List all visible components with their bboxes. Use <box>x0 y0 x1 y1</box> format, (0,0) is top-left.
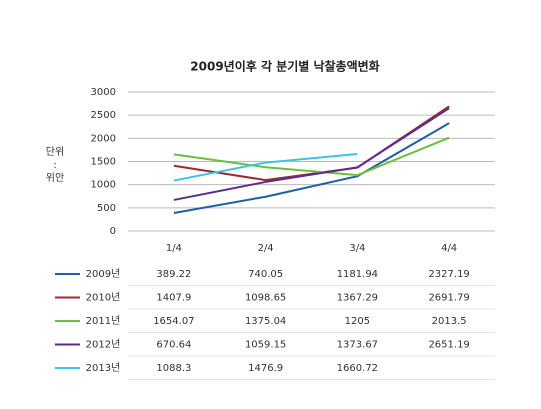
x-tick-label: 4/4 <box>441 243 457 254</box>
table-cell: 1476.9 <box>248 363 283 374</box>
y-tick-label: 1500 <box>91 157 116 168</box>
y-tick-label: 2500 <box>91 110 116 121</box>
series-line <box>173 136 450 177</box>
legend-label: 2013년 <box>86 362 121 374</box>
y-tick-label: 0 <box>110 226 116 237</box>
chart-title: 2009년이후 각 분기별 낙찰총액변화 <box>190 59 379 74</box>
legend-label: 2010년 <box>86 292 121 304</box>
table-cell: 1098.65 <box>245 293 286 304</box>
table-cell: 1373.67 <box>337 340 378 351</box>
series-line <box>173 153 358 182</box>
y-tick-label: 3000 <box>91 87 116 98</box>
table-cell: 1654.07 <box>153 316 194 327</box>
table-cell: 2651.19 <box>428 340 469 351</box>
table-cell: 1059.15 <box>245 340 286 351</box>
y-tick-label: 500 <box>97 203 116 214</box>
y-axis-label: 단위 <box>46 145 64 158</box>
legend-label: 2012년 <box>86 339 121 351</box>
legend-label: 2009년 <box>86 268 121 280</box>
table-cell: 1088.3 <box>156 363 191 374</box>
table-cell: 1660.72 <box>337 363 378 374</box>
y-axis-label: 위안 <box>46 171 64 184</box>
table-cell: 1407.9 <box>156 293 191 304</box>
series-line <box>173 122 450 214</box>
table-cell: 389.22 <box>156 269 191 280</box>
y-tick-label: 1000 <box>91 180 116 191</box>
series-line <box>173 107 450 201</box>
series-line <box>173 105 450 182</box>
y-axis-label: : <box>53 160 56 171</box>
x-tick-label: 1/4 <box>166 243 182 254</box>
table-cell: 1181.94 <box>337 269 378 280</box>
x-tick-label: 2/4 <box>258 243 274 254</box>
table-cell: 1375.04 <box>245 316 286 327</box>
table-cell: 2691.79 <box>428 293 469 304</box>
table-cell: 670.64 <box>156 340 191 351</box>
table-cell: 1205 <box>345 316 370 327</box>
table-cell: 2013.5 <box>432 316 467 327</box>
legend-label: 2011년 <box>86 315 121 327</box>
x-tick-label: 3/4 <box>349 243 365 254</box>
table-cell: 740.05 <box>248 269 283 280</box>
y-tick-label: 2000 <box>91 133 116 144</box>
table-cell: 1367.29 <box>337 293 378 304</box>
table-cell: 2327.19 <box>428 269 469 280</box>
